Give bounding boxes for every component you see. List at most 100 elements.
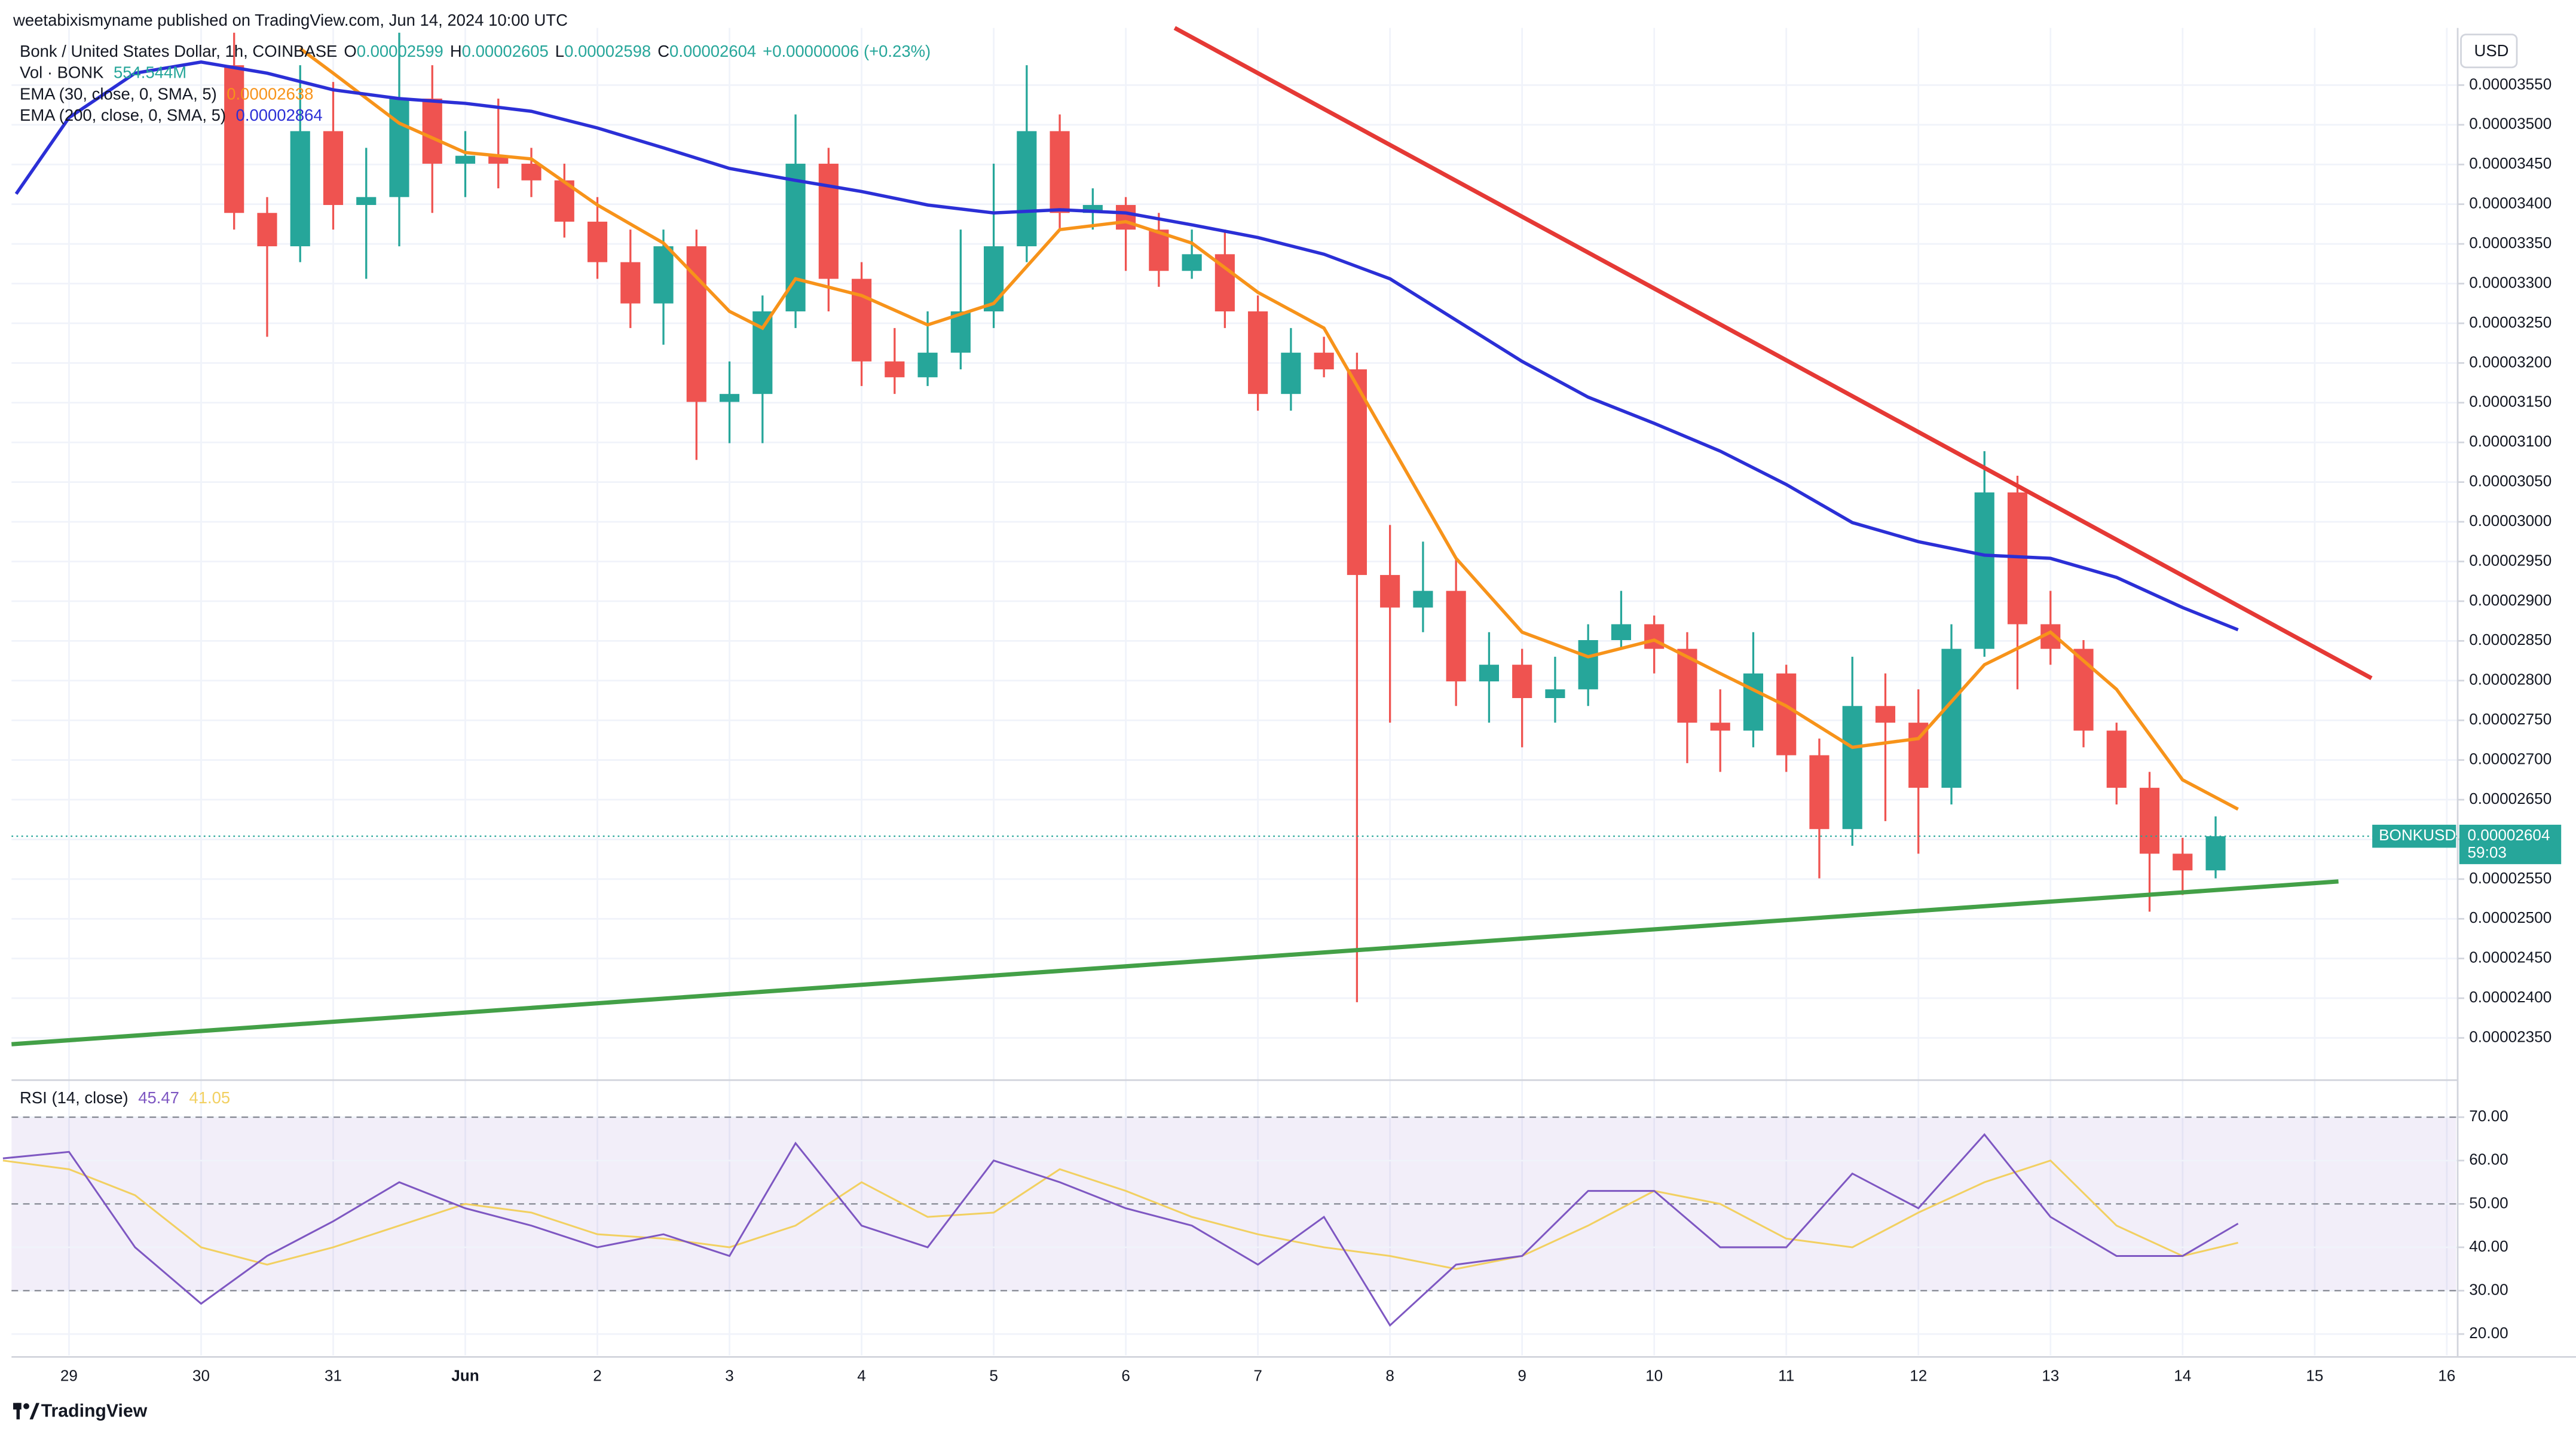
candle-body — [455, 155, 476, 164]
legend-text: L — [555, 42, 564, 60]
countdown: 59:03 — [2468, 843, 2507, 861]
legend-text: EMA (200, close, 0, SMA, 5) — [20, 106, 226, 124]
rsi-line — [2, 1133, 2239, 1327]
x-tick-label: 4 — [857, 1366, 866, 1384]
candle-body — [885, 361, 905, 378]
candle-body — [389, 98, 409, 197]
x-tick-label: 11 — [1778, 1366, 1794, 1384]
legend-row: Bonk / United States Dollar, 1h, COINBAS… — [20, 42, 931, 60]
y-tick-label: 0.00003450 — [2469, 154, 2551, 172]
legend-text: O — [344, 42, 356, 60]
legend-text: EMA (30, close, 0, SMA, 5) — [20, 85, 217, 103]
legend-text: 0.00002598 — [564, 42, 651, 60]
candle-body — [2139, 788, 2160, 854]
y-tick-label: 0.00002900 — [2469, 591, 2551, 609]
candle-body — [1479, 665, 1499, 682]
x-tick-label: 15 — [2306, 1366, 2323, 1384]
candle-body — [1050, 131, 1070, 213]
candle-body — [1776, 673, 1797, 755]
legend-value: 45.47 — [138, 1088, 179, 1107]
footer-brand: TradingView — [41, 1401, 148, 1421]
candle-body — [1116, 204, 1136, 230]
candle-body — [323, 131, 344, 205]
y-tick-label: 70.00 — [2469, 1107, 2508, 1125]
candle-body — [1413, 590, 1433, 608]
candle-body — [2205, 836, 2226, 871]
candle-body — [1512, 665, 1532, 698]
x-tick-label: 13 — [2042, 1366, 2059, 1384]
legend-text: Bonk / United States Dollar, 1h, COINBAS… — [20, 42, 337, 60]
legend-row: EMA (30, close, 0, SMA, 5) 0.00002638 — [20, 85, 313, 103]
legend-text: C — [657, 42, 669, 60]
y-tick-label: 0.00002550 — [2469, 869, 2551, 887]
legend-text: 0.00002638 — [227, 85, 313, 103]
candle-body — [653, 246, 674, 304]
y-tick-label: 0.00002950 — [2469, 551, 2551, 569]
candle-body — [1545, 689, 1565, 698]
y-tick-label: 0.00003200 — [2469, 353, 2551, 371]
candle-body — [1842, 706, 1862, 830]
currency-label: USD — [2474, 41, 2509, 60]
candle-body — [1017, 131, 1037, 247]
candle-body — [950, 311, 971, 353]
x-tick-label: 16 — [2438, 1366, 2455, 1384]
x-tick-label: 3 — [725, 1366, 734, 1384]
y-tick-label: 0.00002700 — [2469, 750, 2551, 768]
candle-body — [851, 279, 872, 362]
currency-box[interactable] — [2460, 33, 2518, 69]
y-tick-label: 0.00003250 — [2469, 313, 2551, 331]
y-tick-label: 30.00 — [2469, 1280, 2508, 1298]
candle-body — [1314, 353, 1334, 369]
legend-text: 0.00002605 — [462, 42, 549, 60]
last-price-tag — [2459, 824, 2562, 864]
legend-text: Vol · BONK — [20, 63, 104, 82]
x-tick-label: 6 — [1121, 1366, 1130, 1384]
y-tick-label: 0.00003050 — [2469, 472, 2551, 490]
symbol-label: BONKUSD — [2379, 826, 2456, 844]
trend-line — [1173, 26, 2373, 680]
candle-body — [1809, 755, 1829, 830]
trend-line — [11, 879, 2339, 1047]
legend-row: EMA (200, close, 0, SMA, 5) 0.00002864 — [20, 106, 323, 124]
candle-body — [1347, 369, 1367, 576]
y-tick-label: 0.00003000 — [2469, 512, 2551, 530]
candle-body — [1611, 624, 1632, 641]
candle-body — [984, 246, 1004, 312]
candle-body — [1743, 673, 1764, 731]
legend-row: Vol · BONK 554.544M — [20, 63, 186, 82]
candle-body — [620, 262, 641, 304]
candle-body — [257, 213, 277, 247]
x-tick-label: 2 — [593, 1366, 602, 1384]
candle-body — [719, 394, 740, 402]
x-tick-label: 5 — [989, 1366, 998, 1384]
footer-logo — [13, 1403, 40, 1419]
candle-body — [422, 98, 442, 164]
y-tick-label: 0.00003300 — [2469, 273, 2551, 291]
x-tick-label: 30 — [192, 1366, 210, 1384]
y-tick-label: 0.00003150 — [2469, 393, 2551, 411]
candle-body — [521, 163, 541, 180]
candle-body — [290, 131, 310, 247]
candle-body — [1380, 575, 1400, 608]
candle-body — [1578, 640, 1598, 690]
y-tick-label: 0.00002400 — [2469, 988, 2551, 1006]
y-tick-label: 20.00 — [2469, 1324, 2508, 1342]
y-tick-label: 50.00 — [2469, 1194, 2508, 1211]
legend-text: +0.00000006 (+0.23%) — [763, 42, 931, 60]
x-tick-label: 7 — [1253, 1366, 1262, 1384]
y-tick-label: 0.00003500 — [2469, 115, 2551, 133]
candle-body — [1149, 230, 1169, 271]
candle-body — [818, 163, 839, 279]
y-tick-label: 0.00003400 — [2469, 194, 2551, 212]
legend-text: 0.00002599 — [357, 42, 443, 60]
candle-body — [1941, 648, 1962, 788]
candle-body — [917, 353, 938, 378]
candle-body — [587, 221, 608, 262]
y-tick-label: 0.00003100 — [2469, 432, 2551, 450]
last-price-label: 0.00002604 — [2468, 826, 2550, 844]
y-tick-label: 0.00002350 — [2469, 1027, 2551, 1045]
y-tick-label: 40.00 — [2469, 1237, 2508, 1255]
x-tick-label: 9 — [1518, 1366, 1526, 1384]
x-tick-label: 12 — [1910, 1366, 1927, 1384]
